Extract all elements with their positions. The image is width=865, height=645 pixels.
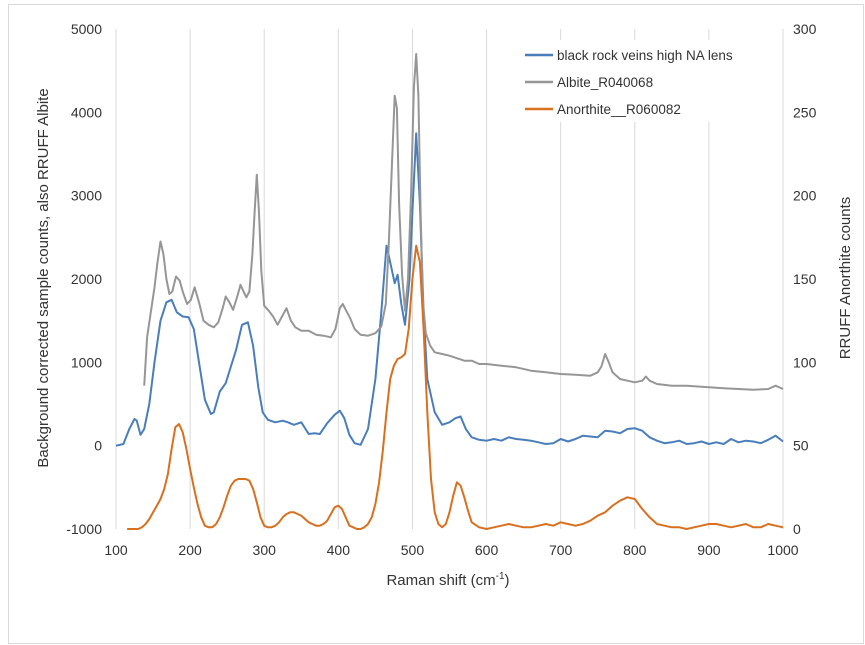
y2-tick-label-4: 200 [793, 188, 817, 204]
x-tick-label-6: 700 [549, 542, 573, 558]
y2-tick-label-3: 150 [793, 271, 817, 287]
x-tick-label-3: 400 [327, 542, 351, 558]
legend-label-black-rock-veins: black rock veins high NA lens [557, 48, 733, 63]
x-tick-labels: 100 200 300 400 500 600 700 800 900 1000 [104, 542, 798, 558]
x-tick-label-9: 1000 [767, 542, 798, 558]
y2-tick-label-2: 100 [793, 354, 817, 370]
x-axis-title-main: Raman shift (cm [386, 572, 495, 589]
x-axis-title-end: ) [505, 572, 510, 589]
legend-label-anorthite: Anorthite__R060082 [557, 102, 681, 117]
x-tick-label-8: 900 [697, 542, 721, 558]
legend-label-albite: Albite_R040068 [557, 75, 653, 90]
y-tick-label-6: 5000 [71, 21, 102, 37]
x-tick-label-1: 200 [178, 542, 202, 558]
y-tick-label-0: -1000 [66, 521, 102, 537]
series-line-anorthite [127, 244, 784, 530]
x-axis-title-sup: -1 [496, 571, 505, 582]
y2-tick-label-0: 0 [793, 521, 801, 537]
y2-tick-label-6: 300 [793, 21, 817, 37]
y-tick-label-2: 1000 [71, 354, 102, 370]
y-tick-label-5: 4000 [71, 104, 102, 120]
y-axis-title: Background corrected sample counts, also… [35, 88, 52, 467]
y-tick-label-1: 0 [94, 438, 102, 454]
legend-background [518, 40, 774, 122]
series-line-black-rock-veins [115, 132, 784, 447]
y2-tick-labels: 0 50 100 150 200 250 300 [793, 21, 817, 537]
legend: black rock veins high NA lens Albite_R04… [518, 40, 774, 122]
series-line-albite [143, 53, 784, 391]
x-tick-label-4: 500 [401, 542, 425, 558]
x-tick-label-5: 600 [475, 542, 499, 558]
y-tick-label-4: 3000 [71, 188, 102, 204]
x-tick-label-7: 800 [623, 542, 647, 558]
y2-tick-label-5: 250 [793, 104, 817, 120]
y2-axis-title: RRUFF Anorthite counts [837, 197, 854, 360]
y-tick-label-3: 2000 [71, 271, 102, 287]
series-lines [115, 53, 784, 530]
x-tick-label-2: 300 [253, 542, 277, 558]
x-axis-title: Raman shift (cm-1) [386, 571, 509, 589]
y2-tick-label-1: 50 [793, 438, 809, 454]
x-tick-label-0: 100 [104, 542, 128, 558]
y-tick-labels: -1000 0 1000 2000 3000 4000 5000 [66, 21, 102, 537]
